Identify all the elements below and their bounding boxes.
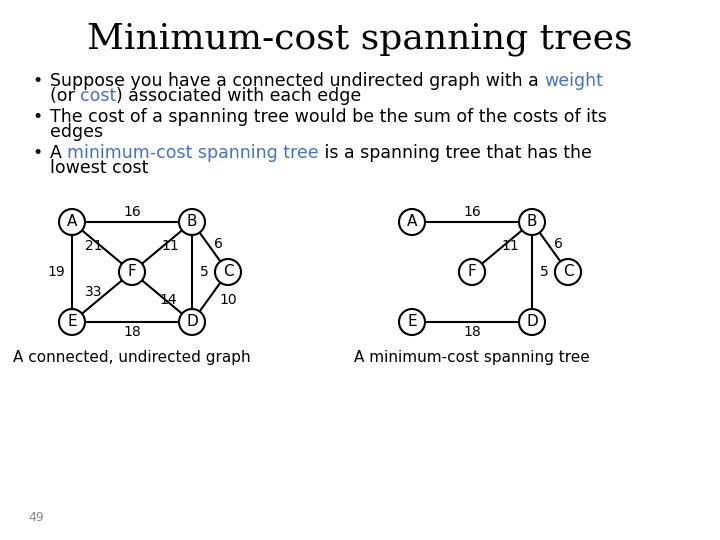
Circle shape <box>215 259 241 285</box>
Text: 18: 18 <box>123 325 141 339</box>
Circle shape <box>519 209 545 235</box>
Text: 49: 49 <box>28 511 44 524</box>
Text: is a spanning tree that has the: is a spanning tree that has the <box>319 144 592 162</box>
Text: 5: 5 <box>199 265 208 279</box>
Text: A connected, undirected graph: A connected, undirected graph <box>13 350 251 365</box>
Circle shape <box>59 209 85 235</box>
Circle shape <box>179 309 205 335</box>
Text: (or: (or <box>50 87 80 105</box>
Text: 6: 6 <box>554 237 563 251</box>
Text: D: D <box>526 314 538 329</box>
Circle shape <box>179 209 205 235</box>
Text: •: • <box>32 72 42 90</box>
Text: 16: 16 <box>463 205 481 219</box>
Text: 33: 33 <box>85 285 102 299</box>
Text: A: A <box>407 214 417 230</box>
Text: weight: weight <box>544 72 603 90</box>
Text: ) associated with each edge: ) associated with each edge <box>117 87 361 105</box>
Text: 21: 21 <box>85 239 102 253</box>
Text: A: A <box>67 214 77 230</box>
Circle shape <box>59 309 85 335</box>
Text: C: C <box>222 265 233 280</box>
Circle shape <box>459 259 485 285</box>
Text: The cost of a spanning tree would be the sum of the costs of its: The cost of a spanning tree would be the… <box>50 108 607 126</box>
Circle shape <box>519 309 545 335</box>
Text: C: C <box>563 265 573 280</box>
Circle shape <box>399 209 425 235</box>
Text: D: D <box>186 314 198 329</box>
Text: 16: 16 <box>123 205 141 219</box>
Circle shape <box>555 259 581 285</box>
Text: F: F <box>467 265 477 280</box>
Text: 10: 10 <box>219 293 237 307</box>
Text: cost: cost <box>80 87 117 105</box>
Circle shape <box>399 309 425 335</box>
Text: •: • <box>32 144 42 162</box>
Text: 19: 19 <box>48 265 66 279</box>
Text: 6: 6 <box>214 237 222 251</box>
Text: edges: edges <box>50 123 103 141</box>
Text: E: E <box>408 314 417 329</box>
Text: Minimum-cost spanning trees: Minimum-cost spanning trees <box>87 22 633 56</box>
Text: lowest cost: lowest cost <box>50 159 148 177</box>
Text: 11: 11 <box>161 239 179 253</box>
Text: •: • <box>32 108 42 126</box>
Text: A minimum-cost spanning tree: A minimum-cost spanning tree <box>354 350 590 365</box>
Circle shape <box>119 259 145 285</box>
Text: B: B <box>527 214 537 230</box>
Text: A: A <box>50 144 68 162</box>
Text: F: F <box>127 265 136 280</box>
Text: 5: 5 <box>539 265 549 279</box>
Text: 14: 14 <box>159 293 177 307</box>
Text: Suppose you have a connected undirected graph with a: Suppose you have a connected undirected … <box>50 72 544 90</box>
Text: minimum-cost spanning tree: minimum-cost spanning tree <box>68 144 319 162</box>
Text: 18: 18 <box>463 325 481 339</box>
Text: B: B <box>186 214 197 230</box>
Text: E: E <box>67 314 77 329</box>
Text: 11: 11 <box>502 239 519 253</box>
